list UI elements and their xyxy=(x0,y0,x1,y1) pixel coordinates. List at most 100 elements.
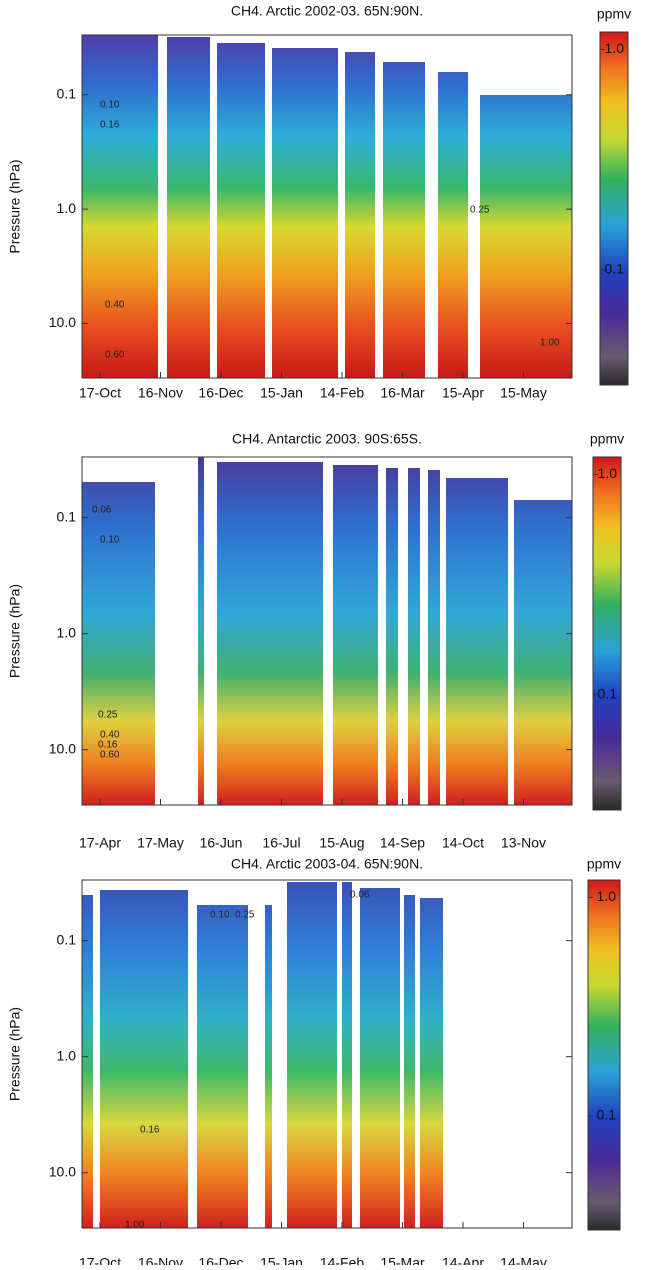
plot-frame xyxy=(81,456,573,806)
x-tick-label: 16-Nov xyxy=(138,385,183,401)
contour-label: 0.16 xyxy=(100,120,120,131)
x-tick-label: 15-May xyxy=(500,385,547,401)
x-tick-label: 14-Feb xyxy=(320,1255,365,1265)
x-tick-label: 14-Sep xyxy=(380,835,425,851)
colorbar-label: ppmv xyxy=(597,6,631,22)
colorbar-tick-label: 0.1 xyxy=(597,1106,617,1122)
data-gap xyxy=(188,880,197,1228)
data-gap xyxy=(158,35,167,378)
contour-label: 0.25 xyxy=(235,910,255,921)
x-tick-label: 15-Jan xyxy=(260,1255,303,1265)
x-tick-label: 15-Jan xyxy=(260,385,303,401)
no-data xyxy=(383,35,425,62)
contour-label: 0.10 xyxy=(210,910,230,921)
data-gap xyxy=(378,457,386,805)
data-gap xyxy=(425,35,438,378)
data-gap xyxy=(468,35,480,378)
contour-label: 0.10 xyxy=(100,100,120,111)
plot-frame xyxy=(81,879,573,1229)
no-data xyxy=(438,35,468,72)
contour-label: 0.25 xyxy=(98,710,118,721)
panel: 0.10 0.16 0.25 0.40 0.60 1.00 CH4. Arctic 2002… xyxy=(7,3,631,401)
panel: 0.06 0.10 0.16 0.25 0.40 0.60 CH4. Antarctic 2… xyxy=(7,431,624,851)
contour-label: 0.10 xyxy=(100,535,120,546)
data-gap xyxy=(400,880,404,1228)
data-gap xyxy=(204,457,217,805)
no-data xyxy=(428,457,440,470)
data-gap xyxy=(352,880,360,1228)
no-data xyxy=(345,35,375,52)
x-tick-label: 16-Jun xyxy=(200,835,243,851)
x-tick-label: 16-Nov xyxy=(138,1255,183,1265)
contour-label: 1.00 xyxy=(125,1220,145,1231)
contour-label: 1.00 xyxy=(540,338,560,349)
data-gap xyxy=(375,35,383,378)
colorbar xyxy=(592,456,622,811)
no-data xyxy=(167,35,210,37)
x-tick-label: 17-Oct xyxy=(79,385,121,401)
contour-label: 0.25 xyxy=(470,205,490,216)
chart-title: CH4. Arctic 2003-04. 65N:90N. xyxy=(231,856,423,872)
data-gap xyxy=(440,457,446,805)
contour-label: 0.40 xyxy=(105,300,125,311)
colorbar-tick-label: 1.0 xyxy=(598,465,618,481)
colorbar-tick-label: 1.0 xyxy=(605,40,625,56)
colorbar-tick-label: 0.1 xyxy=(605,260,625,276)
no-data xyxy=(420,880,443,898)
no-data xyxy=(480,35,572,95)
no-data xyxy=(360,880,400,888)
x-tick-label: 16-Dec xyxy=(198,385,243,401)
x-tick-label: 15-Aug xyxy=(319,835,364,851)
no-data xyxy=(514,457,572,500)
contour-label: 0.16 xyxy=(98,740,118,751)
colorbar-tick-label: 0.1 xyxy=(598,685,618,701)
x-tick-label: 15-Mar xyxy=(380,1255,425,1265)
y-tick-label: 1.0 xyxy=(57,624,77,640)
no-data xyxy=(272,35,338,48)
no-data xyxy=(404,880,415,895)
data-gap xyxy=(265,35,272,378)
no-data xyxy=(217,35,265,43)
x-tick-label: 16-Dec xyxy=(198,1255,243,1265)
no-data xyxy=(333,457,378,465)
plot-frame xyxy=(81,34,573,379)
no-data xyxy=(197,880,248,905)
chart-title: CH4. Arctic 2002-03. 65N:90N. xyxy=(231,3,423,19)
data-gap xyxy=(272,880,287,1228)
y-tick-label: 0.1 xyxy=(57,931,77,947)
y-tick-label: 10.0 xyxy=(49,1163,76,1179)
x-tick-label: 14-May xyxy=(500,1255,547,1265)
no-data xyxy=(100,880,188,890)
y-tick-label: 0.1 xyxy=(57,85,77,101)
panel: 0.06 0.10 0.16 0.25 1.00 CH4. Arctic 2003-04.… xyxy=(7,856,621,1270)
contour-label: 0.60 xyxy=(105,350,125,361)
data-gap xyxy=(420,457,428,805)
data-gap xyxy=(338,35,345,378)
contour-label: 0.06 xyxy=(350,890,370,901)
no-data xyxy=(287,880,337,882)
x-tick-label: 17-Apr xyxy=(79,835,121,851)
no-data xyxy=(82,457,155,482)
colorbar xyxy=(587,879,621,1231)
data-gap xyxy=(337,880,342,1228)
data-gap xyxy=(443,880,572,1228)
no-data xyxy=(217,457,323,462)
colorbar-tick-label: 1.0 xyxy=(597,888,617,904)
y-axis-label: Pressure (hPa) xyxy=(7,159,23,253)
x-tick-label: 17-May xyxy=(137,835,184,851)
contour-label: 0.60 xyxy=(100,750,120,761)
contour-label: 0.16 xyxy=(140,1125,160,1136)
data-gap xyxy=(155,457,198,805)
y-tick-label: 1.0 xyxy=(57,200,77,216)
colorbar-label: ppmv xyxy=(587,856,621,872)
y-axis-label: Pressure (hPa) xyxy=(7,584,23,678)
data-gap xyxy=(93,880,100,1228)
no-data xyxy=(386,457,398,468)
x-tick-label: 14-Feb xyxy=(320,385,365,401)
x-tick-label: 16-Mar xyxy=(380,385,425,401)
data-gap xyxy=(415,880,420,1228)
x-tick-label: 13-Nov xyxy=(501,835,546,851)
no-data xyxy=(446,457,508,478)
no-data xyxy=(342,880,352,882)
